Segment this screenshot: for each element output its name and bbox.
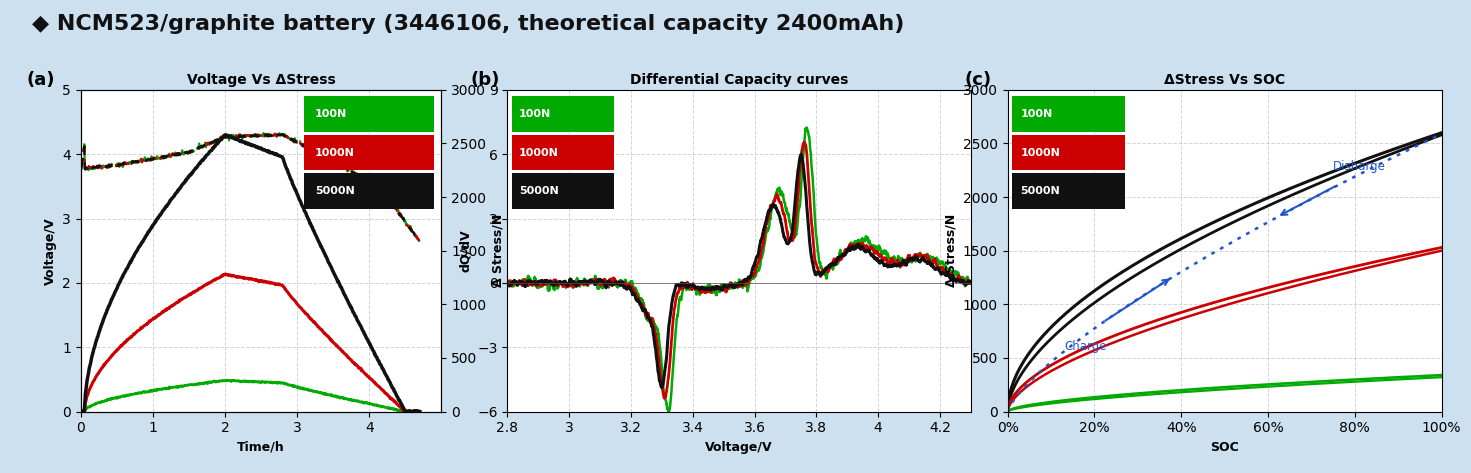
X-axis label: SOC: SOC xyxy=(1211,441,1239,454)
Title: Differential Capacity curves: Differential Capacity curves xyxy=(630,73,849,88)
X-axis label: Time/h: Time/h xyxy=(237,441,285,454)
Text: (b): (b) xyxy=(471,70,500,88)
Text: ◆ NCM523/graphite battery (3446106, theoretical capacity 2400mAh): ◆ NCM523/graphite battery (3446106, theo… xyxy=(32,14,905,34)
Text: Charge: Charge xyxy=(1064,340,1106,353)
FancyBboxPatch shape xyxy=(304,96,434,131)
Text: (c): (c) xyxy=(965,70,991,88)
Title: ΔStress Vs SOC: ΔStress Vs SOC xyxy=(1164,73,1286,88)
Text: 5000N: 5000N xyxy=(519,186,559,196)
FancyBboxPatch shape xyxy=(512,96,613,131)
FancyBboxPatch shape xyxy=(304,135,434,170)
FancyBboxPatch shape xyxy=(1012,135,1125,170)
Y-axis label: Voltage/V: Voltage/V xyxy=(44,217,57,284)
Text: 100N: 100N xyxy=(315,109,347,119)
FancyBboxPatch shape xyxy=(1012,174,1125,209)
Y-axis label: dQ/dV: dQ/dV xyxy=(459,229,472,272)
X-axis label: Voltage/V: Voltage/V xyxy=(706,441,772,454)
Text: Disharge: Disharge xyxy=(1333,160,1386,173)
Y-axis label: Δ Stress/N: Δ Stress/N xyxy=(491,214,505,287)
Title: Voltage Vs ΔStress: Voltage Vs ΔStress xyxy=(187,73,335,88)
Text: 5000N: 5000N xyxy=(315,186,355,196)
FancyBboxPatch shape xyxy=(1012,96,1125,131)
Text: 1000N: 1000N xyxy=(315,148,355,158)
FancyBboxPatch shape xyxy=(304,174,434,209)
Text: 100N: 100N xyxy=(1021,109,1053,119)
Text: 1000N: 1000N xyxy=(519,148,559,158)
FancyBboxPatch shape xyxy=(512,135,613,170)
Text: 100N: 100N xyxy=(519,109,552,119)
Text: 1000N: 1000N xyxy=(1021,148,1061,158)
Text: (a): (a) xyxy=(26,70,56,88)
FancyBboxPatch shape xyxy=(512,174,613,209)
Y-axis label: Δ Stress/N: Δ Stress/N xyxy=(944,214,958,287)
Text: 5000N: 5000N xyxy=(1021,186,1061,196)
